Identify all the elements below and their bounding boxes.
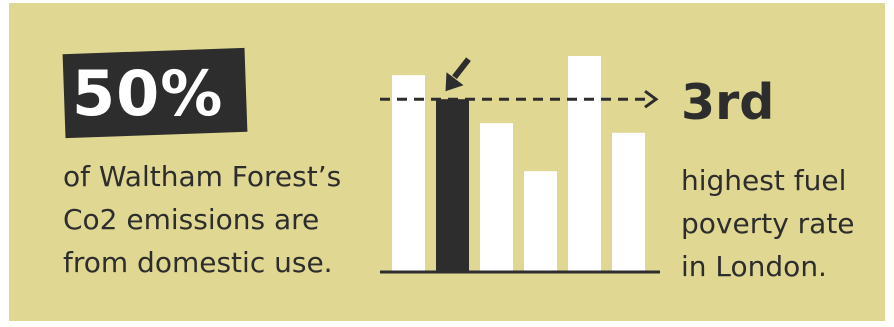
bar [524, 171, 557, 272]
bar [568, 56, 601, 272]
bars-group [392, 56, 645, 272]
reference-arrowhead-icon [644, 89, 659, 109]
bar [480, 123, 513, 272]
bar [392, 75, 425, 272]
fuel-poverty-caption-line: poverty rate [681, 207, 855, 240]
fuel-poverty-caption-line: in London. [681, 250, 827, 283]
fuel-poverty-caption-line: highest fuel [681, 164, 847, 197]
emissions-caption-line: of Waltham Forest’s [63, 160, 342, 193]
emissions-caption-line: Co2 emissions are [63, 203, 320, 236]
emissions-percentage: 50% [72, 57, 224, 130]
arrow-head [445, 72, 464, 92]
bar [612, 132, 645, 272]
highlighted-bar [436, 99, 469, 272]
emissions-caption: of Waltham Forest’s Co2 emissions are fr… [63, 155, 363, 284]
arrow-shaft [452, 57, 471, 80]
diagonal-arrow-icon [445, 57, 471, 92]
fuel-poverty-caption: highest fuel poverty rate in London. [681, 159, 881, 288]
fuel-poverty-rank: 3rd [681, 74, 775, 131]
emissions-caption-line: from domestic use. [63, 246, 333, 279]
